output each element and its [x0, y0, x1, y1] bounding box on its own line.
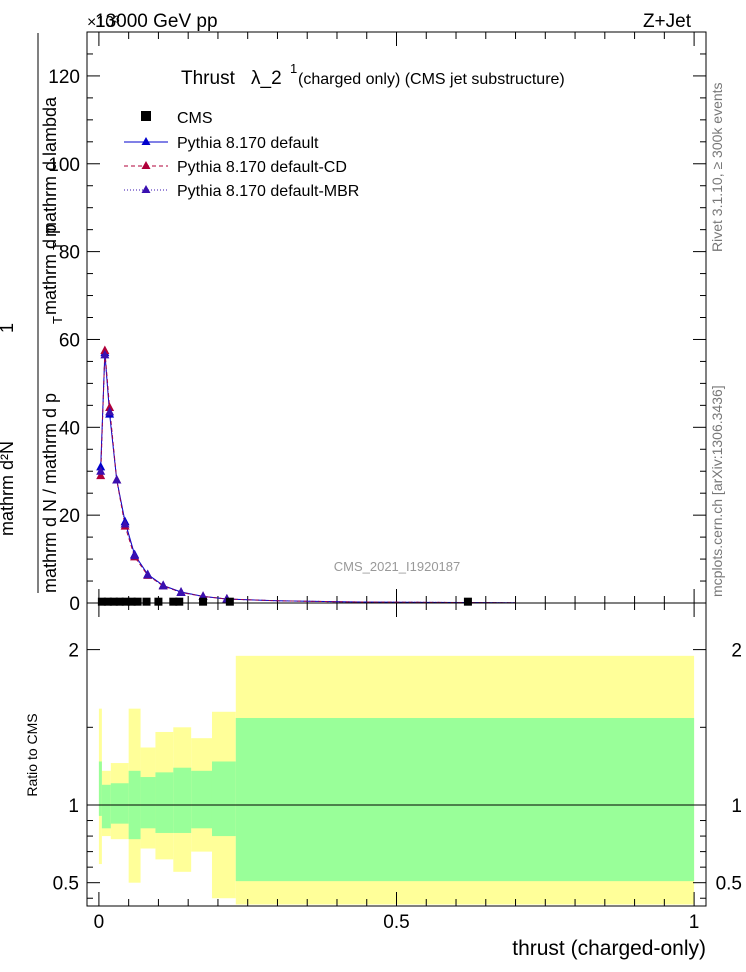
y-multiplier: ×10³ — [87, 14, 120, 31]
cms-data-point — [97, 597, 106, 606]
main-y-tick-label: 60 — [59, 330, 80, 351]
series-line-2 — [100, 350, 516, 604]
series-marker-3 — [112, 475, 122, 484]
cms-data-point — [154, 597, 163, 606]
ratio-y-tick-label-right: 1 — [731, 796, 742, 817]
cms-points-layer — [97, 597, 472, 606]
title-sup: 1 — [290, 61, 297, 76]
ratio-panel: 0.5 0.51 12 2 0 0.5 1 — [53, 602, 742, 933]
ratio-band-inner — [173, 767, 192, 833]
series-line-3 — [100, 354, 516, 604]
series-marker-1 — [96, 461, 106, 471]
header-left: 13000 GeV pp — [95, 11, 218, 32]
y-label-numerator-d2n: mathrm d²N — [0, 441, 17, 536]
title-tail: (charged only) (CMS jet substructure) — [298, 71, 565, 88]
ratio-y-tick-label-right: 0.5 — [716, 874, 742, 895]
curves-layer — [100, 350, 516, 604]
y-label-denom-part1: mathrm d N / mathrm d p — [40, 393, 60, 593]
series-marker-2 — [105, 402, 115, 412]
title-main: Thrust — [181, 68, 236, 89]
cms-data-point — [175, 597, 184, 606]
main-y-tick-label: 120 — [48, 67, 80, 88]
series-marker-3 — [130, 550, 140, 560]
legend-cms-marker — [141, 111, 151, 121]
rivet-version-text: Rivet 3.1.10, ≥ 300k events — [709, 82, 725, 252]
series-marker-2 — [96, 470, 106, 480]
ratio-y-tick-label: 0.5 — [53, 874, 79, 895]
y-label-denom-sub1: T — [50, 316, 65, 324]
ratio-y-tick-label: 1 — [68, 796, 79, 817]
main-y-label: mathrm d²N 1 mathrm d N / mathrm d p T m… — [0, 33, 65, 593]
analysis-watermark: CMS_2021_I1920187 — [334, 559, 461, 574]
ratio-band-inner — [110, 783, 129, 824]
cms-data-point — [103, 597, 112, 606]
ratio-band-inner — [191, 770, 212, 829]
main-panel: 0 20 40 60 80 100 120 — [48, 31, 707, 615]
plot-title: Thrust λ_2 1 (charged only) (CMS jet sub… — [181, 61, 565, 89]
cms-data-point — [225, 597, 234, 606]
title-lambda: λ_2 — [251, 68, 282, 89]
series-marker-3 — [100, 349, 110, 359]
cms-data-point — [199, 597, 208, 606]
legend: CMS Pythia 8.170 default Pythia 8.170 de… — [124, 110, 359, 200]
ratio-x-tick-label: 0.5 — [383, 912, 409, 933]
main-y-ticks: 0 20 40 60 80 100 120 — [48, 31, 706, 615]
ratio-x-ticks: 0 0.5 1 — [94, 603, 700, 933]
ratio-y-tick-label-right: 2 — [731, 641, 742, 662]
cms-data-point — [127, 597, 136, 606]
cms-data-point — [109, 597, 118, 606]
series-marker-3 — [96, 466, 106, 475]
x-axis-label: thrust (charged-only) — [512, 937, 706, 960]
cms-data-point — [121, 597, 130, 606]
ratio-y-label: Ratio to CMS — [24, 713, 40, 796]
main-y-tick-label: 80 — [59, 243, 80, 264]
ratio-band-inner — [101, 784, 111, 829]
legend-mbr-marker — [141, 185, 151, 193]
ratio-band-inner — [235, 717, 695, 882]
series-marker-3 — [120, 518, 130, 528]
ratio-y-tick-label: 2 — [68, 641, 79, 662]
y-label-denom-sub2: T — [50, 242, 65, 250]
y-label-denom-part3: mathrm d lambda — [40, 96, 60, 237]
legend-cd-marker — [141, 161, 151, 169]
legend-mbr-label: Pythia 8.170 default-MBR — [177, 183, 359, 200]
cms-data-point — [169, 597, 178, 606]
header-right: Z+Jet — [643, 11, 692, 32]
ratio-band-inner — [155, 772, 174, 833]
ratio-x-tick-label: 0 — [94, 912, 105, 933]
ratio-band-inner — [211, 761, 236, 837]
series-marker-3 — [158, 580, 168, 590]
y-label-denom-part2: mathrm d p — [40, 224, 60, 315]
mcplots-text: mcplots.cern.ch [arXiv:1306.3436] — [709, 385, 725, 597]
cms-data-point — [142, 597, 151, 606]
cms-data-point — [115, 597, 124, 606]
main-y-tick-label: 20 — [59, 506, 80, 527]
series-marker-2 — [100, 345, 110, 354]
y-label-numerator-one: 1 — [0, 323, 17, 333]
main-y-tick-label: 40 — [59, 418, 80, 439]
legend-default-label: Pythia 8.170 default — [177, 135, 319, 152]
series-marker-3 — [176, 587, 186, 596]
main-y-tick-label: 100 — [48, 155, 80, 176]
legend-default-marker — [141, 137, 151, 145]
series-marker-3 — [105, 406, 115, 416]
cms-data-point — [463, 597, 472, 606]
cms-data-point — [133, 597, 142, 606]
ratio-bands — [98, 655, 695, 905]
ratio-band-inner — [140, 777, 156, 829]
ratio-band-inner — [98, 761, 102, 816]
legend-cms-label: CMS — [177, 110, 213, 127]
ratio-y-ticks: 0.5 0.5 1 1 2 2 — [53, 641, 742, 899]
legend-cd-label: Pythia 8.170 default-CD — [177, 159, 347, 176]
ratio-x-tick-label: 1 — [689, 912, 700, 933]
main-y-tick-label: 0 — [69, 594, 80, 615]
series-marker-3 — [143, 569, 153, 579]
